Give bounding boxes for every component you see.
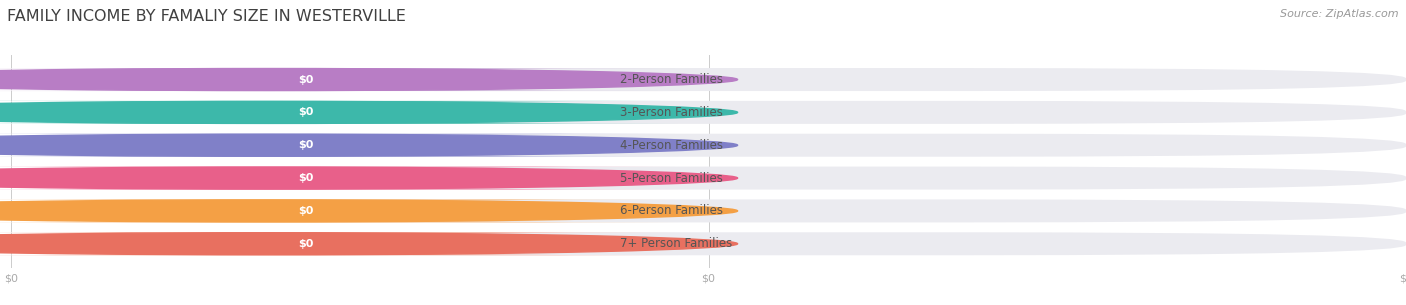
Text: $0: $0 — [298, 173, 314, 183]
FancyBboxPatch shape — [0, 134, 450, 157]
Text: $0: $0 — [298, 107, 314, 117]
Circle shape — [0, 200, 738, 222]
Text: FAMILY INCOME BY FAMALIY SIZE IN WESTERVILLE: FAMILY INCOME BY FAMALIY SIZE IN WESTERV… — [7, 9, 406, 24]
Text: Source: ZipAtlas.com: Source: ZipAtlas.com — [1281, 9, 1399, 19]
Text: 6-Person Families: 6-Person Families — [620, 204, 724, 217]
FancyBboxPatch shape — [0, 167, 678, 190]
Text: $0: $0 — [298, 206, 314, 216]
Circle shape — [0, 134, 738, 156]
Text: 7+ Person Families: 7+ Person Families — [620, 237, 733, 250]
Text: $0: $0 — [298, 239, 314, 249]
Text: 2-Person Families: 2-Person Families — [620, 73, 724, 86]
Text: 5-Person Families: 5-Person Families — [620, 172, 723, 185]
Circle shape — [0, 69, 738, 91]
FancyBboxPatch shape — [0, 199, 450, 222]
Circle shape — [0, 101, 738, 124]
FancyBboxPatch shape — [0, 232, 678, 255]
Text: $0: $0 — [298, 74, 314, 84]
FancyBboxPatch shape — [0, 134, 678, 157]
FancyBboxPatch shape — [0, 101, 678, 124]
Text: 4-Person Families: 4-Person Families — [620, 139, 724, 152]
FancyBboxPatch shape — [11, 199, 1406, 222]
FancyBboxPatch shape — [11, 68, 1406, 91]
Circle shape — [0, 167, 738, 189]
FancyBboxPatch shape — [11, 134, 1406, 157]
Text: 3-Person Families: 3-Person Families — [620, 106, 723, 119]
FancyBboxPatch shape — [0, 167, 450, 190]
FancyBboxPatch shape — [11, 101, 1406, 124]
FancyBboxPatch shape — [11, 232, 1406, 255]
FancyBboxPatch shape — [11, 167, 1406, 190]
FancyBboxPatch shape — [0, 68, 450, 91]
FancyBboxPatch shape — [0, 199, 678, 222]
Text: $0: $0 — [298, 140, 314, 150]
FancyBboxPatch shape — [0, 232, 450, 255]
FancyBboxPatch shape — [0, 101, 450, 124]
FancyBboxPatch shape — [0, 68, 678, 91]
Circle shape — [0, 233, 738, 255]
